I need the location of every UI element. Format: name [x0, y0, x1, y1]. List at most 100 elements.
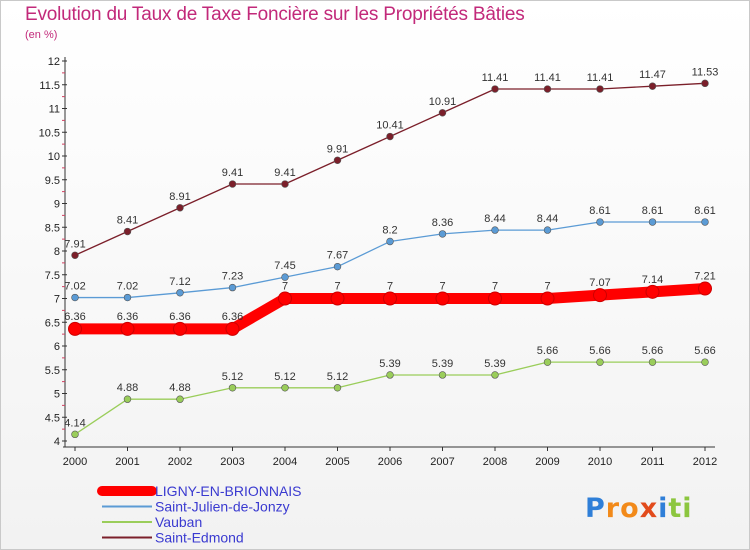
data-label: 5.66 — [537, 345, 558, 357]
data-point — [645, 284, 660, 299]
data-point — [701, 358, 709, 366]
data-label: 4.88 — [117, 382, 138, 394]
logo-letter: x — [639, 493, 659, 524]
data-label: 7 — [334, 281, 340, 293]
data-label: 11.53 — [692, 66, 719, 78]
data-point — [176, 289, 184, 297]
data-label: 9.41 — [274, 167, 295, 179]
x-tick-label: 2012 — [693, 456, 717, 468]
data-label: 10.91 — [429, 96, 457, 108]
data-label: 7.07 — [589, 277, 610, 289]
data-point — [491, 371, 499, 379]
data-point — [540, 291, 555, 306]
data-point — [228, 384, 237, 392]
data-label: 5.12 — [327, 371, 348, 383]
data-point — [543, 226, 552, 234]
data-label: 8.41 — [117, 215, 138, 227]
data-point — [698, 281, 712, 296]
y-tick-label: 8.5 — [45, 222, 60, 234]
data-point — [648, 82, 657, 90]
data-point — [228, 180, 237, 188]
y-tick-label: 9 — [54, 199, 60, 211]
data-label: 8.91 — [169, 191, 190, 203]
data-label: 6.36 — [222, 311, 243, 323]
data-point — [333, 262, 342, 271]
data-label: 7 — [492, 281, 498, 293]
data-point — [123, 395, 132, 403]
y-tick-label: 11.5 — [39, 80, 60, 92]
data-label: 8.44 — [537, 213, 558, 225]
data-label: 7.67 — [327, 250, 348, 262]
data-label: 11.47 — [639, 69, 666, 81]
data-label: 8.61 — [589, 205, 610, 217]
logo-letter: i — [658, 493, 669, 524]
data-label: 8.61 — [642, 205, 663, 217]
data-point — [71, 251, 79, 259]
x-tick-label: 2007 — [430, 456, 454, 468]
data-label: 7.02 — [117, 281, 138, 293]
data-label: 6.36 — [64, 311, 85, 323]
data-point — [438, 109, 447, 117]
data-label: 4.88 — [169, 382, 190, 394]
data-point — [176, 395, 184, 403]
data-point — [438, 230, 447, 238]
data-point — [596, 358, 604, 366]
data-label: 7.14 — [642, 274, 663, 286]
data-point — [68, 321, 82, 336]
data-point — [71, 430, 79, 439]
data-label: 5.39 — [432, 358, 453, 370]
proxiti-logo: Proxiti — [585, 493, 693, 524]
data-label: 7.45 — [274, 260, 295, 272]
x-tick-label: 2002 — [168, 456, 192, 468]
legend-label: LIGNY-EN-BRIONNAIS — [155, 483, 302, 499]
data-point — [386, 132, 394, 141]
y-tick-label: 4.5 — [45, 412, 60, 424]
legend-label: Vauban — [155, 514, 202, 530]
x-tick-label: 2010 — [588, 456, 612, 468]
data-label: 7.02 — [64, 281, 85, 293]
data-point — [176, 204, 184, 212]
data-point — [648, 358, 657, 366]
data-label: 8.36 — [432, 217, 453, 229]
data-label: 11.41 — [587, 72, 614, 84]
data-point — [281, 180, 289, 188]
chart-title: Evolution du Taux de Taxe Foncière sur l… — [25, 4, 525, 25]
data-label: 6.36 — [117, 311, 138, 323]
y-tick-label: 9.5 — [45, 175, 60, 187]
data-point — [281, 273, 289, 281]
x-tick-label: 2005 — [325, 456, 349, 468]
data-label: 7.23 — [222, 271, 243, 283]
x-tick-label: 2001 — [115, 456, 139, 468]
y-tick-label: 11 — [49, 104, 60, 116]
data-point — [120, 321, 135, 336]
data-point — [701, 79, 709, 88]
data-label: 9.41 — [222, 167, 243, 179]
y-tick-label: 10 — [48, 151, 60, 163]
y-tick-label: 7.5 — [45, 270, 60, 282]
data-point — [173, 321, 187, 336]
data-point — [123, 227, 132, 236]
data-label: 4.14 — [64, 417, 85, 429]
y-tick-label: 8 — [54, 246, 60, 258]
data-point — [701, 218, 709, 226]
y-tick-label: 10.5 — [39, 127, 60, 139]
data-point — [435, 291, 450, 306]
data-label: 7.12 — [169, 276, 190, 288]
data-label: 7 — [387, 281, 393, 293]
data-point — [593, 288, 607, 303]
data-point — [488, 291, 502, 306]
data-point — [281, 384, 289, 392]
x-tick-label: 2008 — [483, 456, 507, 468]
data-label: 7.21 — [694, 271, 715, 283]
data-point — [386, 371, 394, 379]
y-tick-label: 12 — [48, 56, 60, 68]
data-point — [543, 358, 552, 366]
data-label: 5.12 — [274, 371, 295, 383]
data-point — [123, 293, 132, 302]
logo-letter: o — [620, 493, 640, 524]
logo-letter: r — [605, 493, 621, 524]
data-point — [543, 85, 552, 93]
data-label: 9.91 — [327, 143, 348, 155]
x-tick-label: 2003 — [220, 456, 244, 468]
